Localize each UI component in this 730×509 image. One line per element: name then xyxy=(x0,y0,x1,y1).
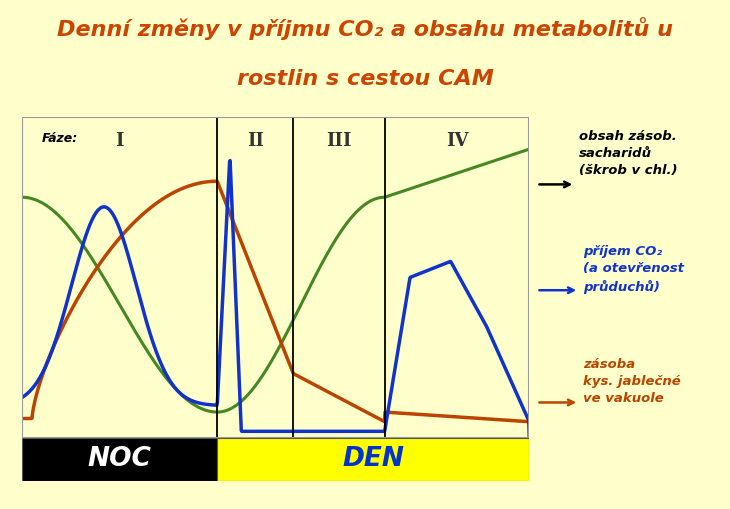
Text: příjem CO₂
(a otevřenost
průduchů): příjem CO₂ (a otevřenost průduchů) xyxy=(583,245,684,294)
Text: Denní změny v příjmu CO₂ a obsahu metabolitů u: Denní změny v příjmu CO₂ a obsahu metabo… xyxy=(57,17,673,40)
Bar xyxy=(22,438,218,481)
Bar xyxy=(218,438,529,481)
Text: DEN: DEN xyxy=(342,446,404,472)
Text: III: III xyxy=(326,131,352,150)
Text: NOC: NOC xyxy=(88,446,152,472)
Text: IV: IV xyxy=(446,131,468,150)
Text: obsah zásob.
sacharidů
(škrob v chl.): obsah zásob. sacharidů (škrob v chl.) xyxy=(579,130,677,177)
Text: I: I xyxy=(115,131,124,150)
Text: Fáze:: Fáze: xyxy=(42,131,78,145)
Text: zásoba
kys. jablečné
ve vakuole: zásoba kys. jablečné ve vakuole xyxy=(583,357,681,405)
Text: II: II xyxy=(247,131,264,150)
Text: rostlin s cestou CAM: rostlin s cestou CAM xyxy=(237,69,493,90)
